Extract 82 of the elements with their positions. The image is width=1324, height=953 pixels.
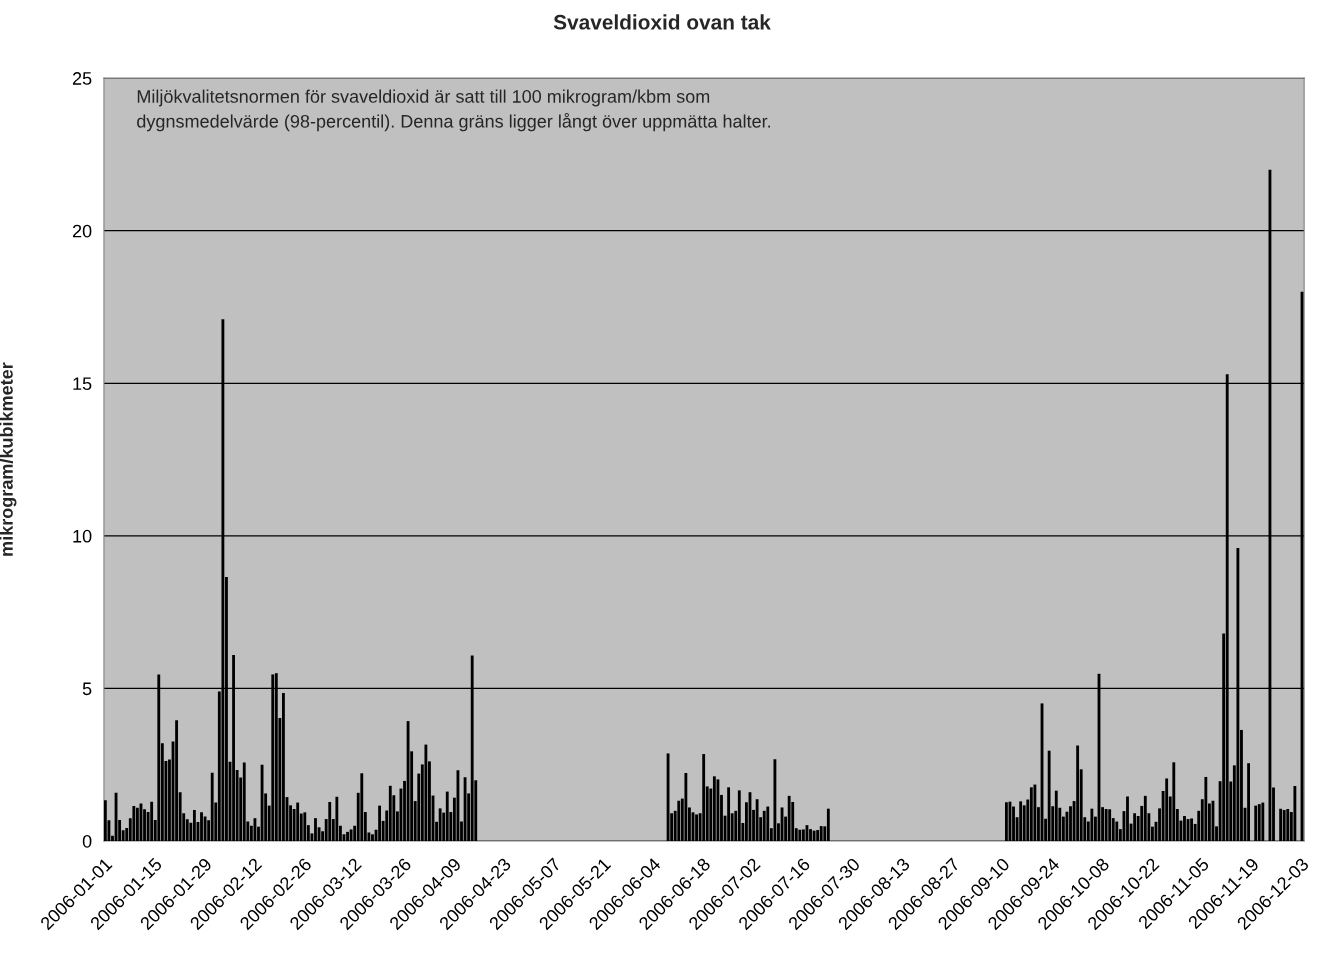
bar [335, 796, 339, 842]
bar [1293, 786, 1297, 842]
bar [203, 816, 207, 842]
bar [1019, 801, 1023, 842]
bar [1108, 809, 1112, 842]
annotation: Miljökvalitetsnormen för svaveldioxid är satt till 100 mikrogram/kbm som dygnsmedelvärde (98-percentil). Denna gräns ligger långt över uppmätta halter. [137, 89, 771, 132]
bar [1090, 808, 1094, 842]
bar [801, 829, 805, 842]
bar [1257, 804, 1261, 842]
bar [150, 801, 154, 842]
bar [1054, 790, 1058, 842]
chart-title: Svaveldioxid ovan tak [553, 14, 771, 30]
y-tick-label: 25 [72, 72, 92, 85]
bar [175, 720, 179, 842]
bar [1133, 813, 1137, 842]
bar [132, 805, 136, 842]
bar [819, 826, 823, 842]
bar [349, 829, 353, 842]
bar [1261, 802, 1265, 842]
bar [388, 785, 392, 842]
bar [438, 808, 442, 842]
bar [1286, 808, 1290, 842]
bar [826, 808, 830, 842]
bar [1143, 795, 1147, 842]
bar [1076, 745, 1080, 842]
y-tick-label: 0 [82, 834, 92, 848]
bar [200, 812, 203, 842]
bar [1183, 816, 1186, 842]
y-tick-label: 20 [72, 224, 92, 238]
bar [1190, 818, 1194, 842]
bar [328, 801, 332, 842]
bar [445, 791, 449, 842]
bar [314, 818, 317, 842]
y-tick-label: 10 [73, 529, 92, 543]
bar [1012, 806, 1015, 842]
bar [1004, 802, 1008, 842]
bar [787, 795, 791, 842]
bar [712, 776, 716, 842]
bar [210, 772, 214, 842]
y-tick-label: 15 [73, 377, 92, 391]
bar [816, 830, 820, 842]
bar [762, 810, 766, 842]
bar [727, 787, 731, 842]
bar [755, 799, 759, 842]
bar [424, 744, 428, 842]
bar [192, 809, 196, 842]
bar [702, 754, 706, 842]
bar [1172, 762, 1176, 842]
bar [371, 834, 374, 842]
bar [296, 802, 300, 842]
bar [677, 800, 681, 842]
bar [282, 693, 285, 842]
bar [1204, 776, 1208, 842]
bar [773, 759, 777, 842]
bar [103, 800, 107, 842]
bar [737, 790, 741, 842]
bar [303, 812, 307, 842]
y-tick-label: 5 [82, 682, 92, 696]
bar [809, 829, 812, 842]
bar [406, 721, 410, 842]
bar [684, 772, 688, 842]
bar [1029, 787, 1033, 842]
bar [1165, 778, 1169, 842]
bar [346, 831, 349, 842]
bar [1279, 808, 1283, 842]
bar [1033, 784, 1037, 842]
bar [1282, 809, 1286, 842]
bar [1115, 821, 1119, 842]
bar [360, 773, 364, 842]
bar [1126, 796, 1129, 842]
bar [1254, 805, 1258, 842]
bar [242, 762, 246, 842]
bar [766, 806, 770, 842]
bar [812, 830, 816, 842]
bar [1247, 763, 1251, 842]
bar [1047, 750, 1051, 842]
bar [798, 829, 802, 842]
y-axis-title: mikrogram/kubikmeter [0, 362, 17, 556]
bar [135, 807, 139, 842]
bar [1104, 808, 1108, 842]
bar [378, 805, 382, 842]
bar [695, 814, 698, 842]
